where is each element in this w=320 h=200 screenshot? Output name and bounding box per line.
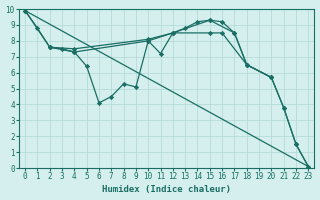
X-axis label: Humidex (Indice chaleur): Humidex (Indice chaleur)	[102, 185, 231, 194]
